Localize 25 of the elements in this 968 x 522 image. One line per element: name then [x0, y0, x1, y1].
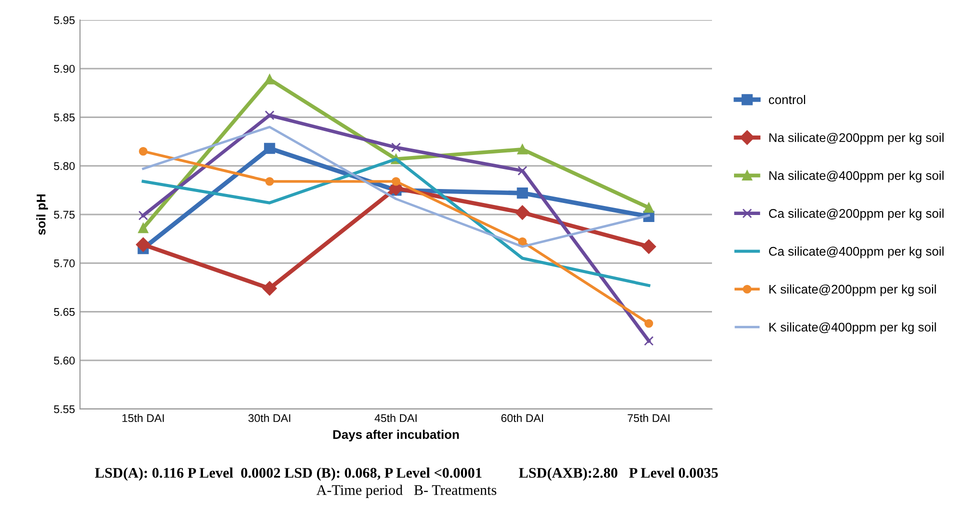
legend-label: K silicate@400ppm per kg soil: [769, 322, 936, 334]
y-tick-label: 5.55: [54, 405, 75, 414]
x-tick-label: 60th DAI: [501, 414, 543, 422]
legend-label: Ca silicate@200ppm per kg soil: [769, 208, 944, 220]
y-tick-label: 5.65: [54, 308, 75, 316]
text: A-Time period B- Treatments: [316, 484, 496, 498]
y-tick-label: 5.70: [54, 259, 75, 268]
legend-label: Na silicate@400ppm per kg soil: [769, 170, 944, 182]
x-tick-label: 30th DAI: [248, 414, 290, 422]
legend-label: Ca silicate@400ppm per kg soil: [769, 246, 944, 258]
y-tick-label: 5.85: [54, 114, 75, 122]
y-tick-label: 5.95: [54, 16, 75, 24]
x-tick-label: 75th DAI: [628, 414, 670, 422]
x-tick-label: 45th DAI: [374, 414, 417, 422]
y-tick-label: 5.80: [54, 162, 75, 170]
legend-label: control: [768, 94, 806, 104]
legend-label: Na silicate@200ppm per kg soil: [769, 132, 944, 145]
y-tick-label: 5.75: [54, 210, 75, 219]
text: LSD(A): 0.116 P Level 0.0002 LSD (B): 0.068, P Level <0.0001 LSD(AXB):2.80 P Level 0.0035: [94, 468, 718, 481]
y-axis-title: soil pH: [36, 194, 48, 235]
y-tick-label: 5.60: [54, 356, 75, 365]
y-tick-label: 5.90: [54, 64, 75, 73]
x-tick-label: 15th DAI: [122, 414, 164, 422]
x-axis-title: Days after incubation: [333, 430, 459, 442]
legend-label: K silicate@200ppm per kg soil: [769, 284, 936, 296]
